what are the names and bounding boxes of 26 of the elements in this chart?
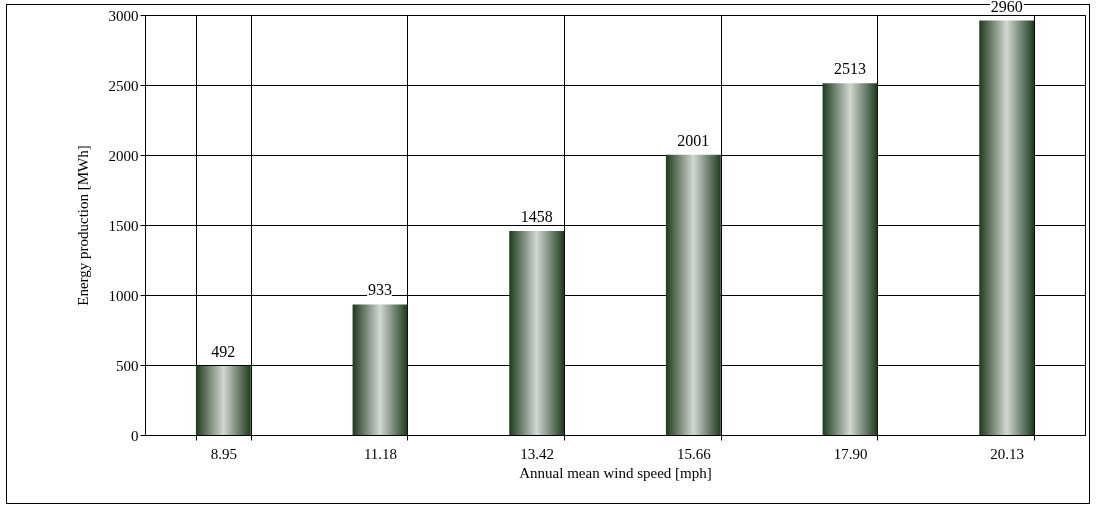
bar (822, 83, 878, 435)
x-tick-label: 11.18 (363, 445, 398, 462)
bar (665, 154, 721, 435)
data-label: 1458 (520, 207, 553, 225)
x-tick-label: 15.66 (676, 445, 712, 462)
x-axis-title: Annual mean wind speed [mph] (519, 464, 712, 481)
x-tick-label: 20.13 (990, 445, 1025, 462)
bar (195, 366, 251, 435)
bar (509, 230, 565, 435)
y-axis-title: Energy production [MWh] (74, 145, 91, 306)
data-label: 2513 (834, 60, 866, 78)
y-tick-label: 0 (131, 427, 139, 444)
y-tick-label: 2000 (108, 147, 139, 164)
y-tick-label: 3000 (108, 7, 139, 24)
y-tick-label: 1000 (108, 287, 139, 304)
data-label: 2001 (677, 131, 710, 149)
x-tick-label: 8.95 (210, 445, 237, 462)
x-tick-label: 13.42 (520, 445, 555, 462)
bar (352, 304, 408, 435)
x-tick-label: 17.90 (833, 445, 868, 462)
data-label: 933 (368, 281, 392, 299)
bar (979, 20, 1035, 435)
y-tick-label: 2500 (108, 77, 139, 94)
data-label: 492 (211, 343, 236, 361)
y-tick-label: 500 (116, 357, 139, 374)
y-tick-label: 1500 (108, 217, 139, 234)
